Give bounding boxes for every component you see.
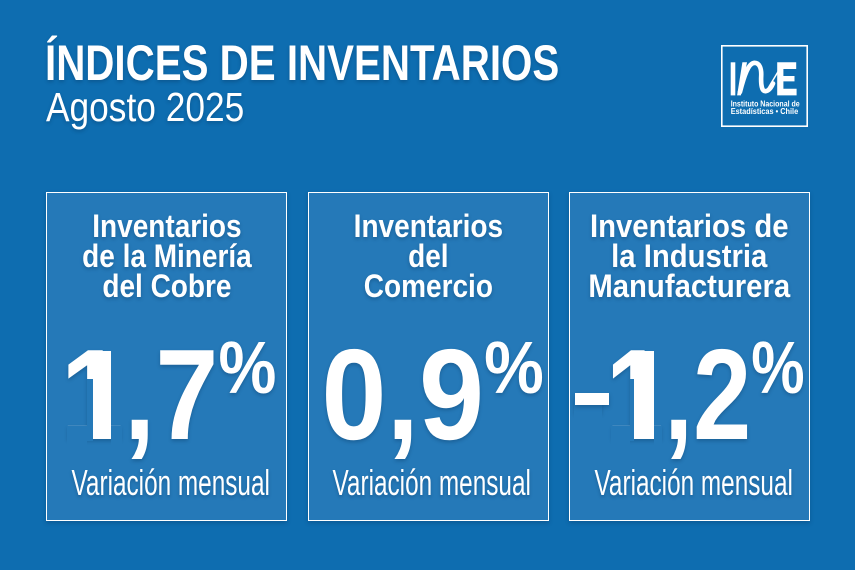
svg-text:Instituto Nacional de: Instituto Nacional de [731, 99, 800, 108]
svg-text:Estadísticas • Chile: Estadísticas • Chile [731, 107, 799, 116]
